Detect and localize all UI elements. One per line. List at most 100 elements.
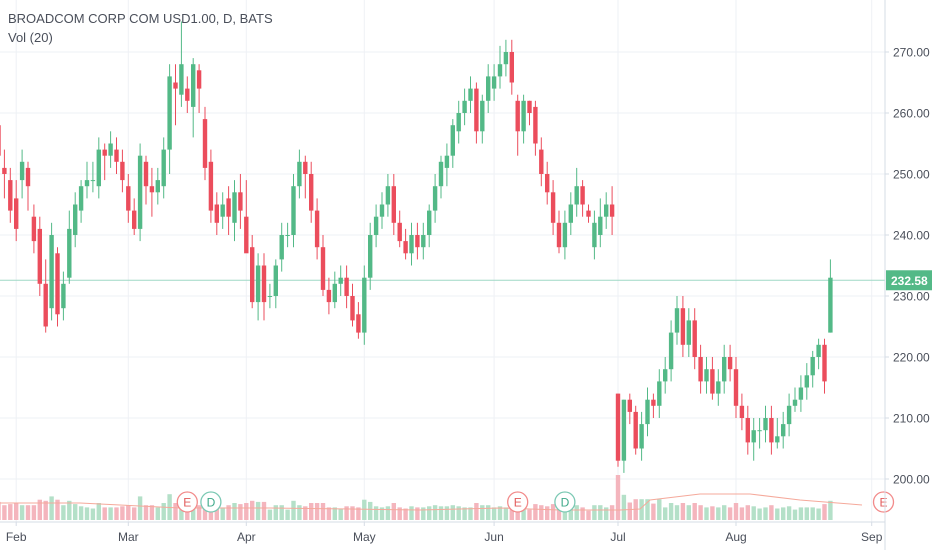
candle[interactable] [161,137,166,199]
candle[interactable] [61,271,66,321]
candle[interactable] [651,393,656,418]
candle[interactable] [716,369,721,406]
candle[interactable] [497,45,503,89]
candle[interactable] [450,119,455,168]
candle[interactable] [37,216,42,296]
candle[interactable] [291,174,296,248]
candle[interactable] [344,265,349,309]
candle[interactable] [167,64,172,174]
candle[interactable] [633,405,638,455]
candle[interactable] [763,405,768,443]
candle[interactable] [78,180,84,223]
candle[interactable] [427,204,432,248]
candle[interactable] [326,277,332,315]
candle[interactable] [627,393,632,425]
candle[interactable] [521,94,526,144]
candle[interactable] [527,100,532,126]
candle[interactable] [545,161,550,205]
candle[interactable] [692,308,697,370]
candle[interactable] [421,222,426,260]
candle[interactable] [586,204,591,223]
candle[interactable] [604,192,609,229]
candle[interactable] [309,161,314,223]
candle[interactable] [639,411,644,461]
candle[interactable] [775,418,780,449]
dividend-marker[interactable]: D [200,491,222,513]
candle[interactable] [568,192,573,235]
candle[interactable] [208,149,214,223]
candle[interactable] [798,375,804,412]
candle[interactable] [250,235,255,309]
candle[interactable] [739,393,745,431]
candle[interactable] [179,21,184,107]
candle[interactable] [297,149,302,199]
candle[interactable] [781,411,786,449]
candle[interactable] [391,174,396,235]
candle[interactable] [663,357,668,394]
candle[interactable] [710,357,715,400]
candle[interactable] [368,222,373,290]
candle[interactable] [810,350,815,388]
candle[interactable] [556,210,562,254]
candle[interactable] [486,64,491,113]
candle[interactable] [362,265,367,345]
candle[interactable] [592,210,597,260]
candle[interactable] [727,344,733,382]
candle[interactable] [155,167,160,205]
candle[interactable] [67,210,72,284]
candle[interactable] [303,155,308,199]
candle[interactable] [722,344,727,394]
candle[interactable] [745,405,750,455]
candle[interactable] [621,399,627,473]
candle[interactable] [562,210,568,260]
candle[interactable] [674,296,680,345]
candle[interactable] [120,149,125,193]
candle[interactable] [279,222,284,272]
candle[interactable] [828,259,833,333]
candle[interactable] [137,143,143,242]
candle[interactable] [503,39,509,77]
candle[interactable] [686,308,691,357]
candle[interactable] [220,192,225,229]
candle[interactable] [114,137,119,174]
candle[interactable] [108,131,113,168]
candle[interactable] [25,161,31,211]
candle[interactable] [698,344,703,394]
candle[interactable] [385,174,391,217]
candle[interactable] [609,186,615,235]
candle[interactable] [491,64,497,101]
earnings-marker[interactable]: E [507,491,529,513]
candle[interactable] [196,64,202,113]
candle[interactable] [769,405,774,455]
candle[interactable] [8,167,13,223]
candle[interactable] [96,137,101,199]
candle[interactable] [645,387,650,437]
candle[interactable] [19,149,25,199]
candle[interactable] [379,192,385,229]
candle[interactable] [751,418,756,461]
candle[interactable] [792,387,798,412]
earnings-marker[interactable]: E [872,491,895,513]
candle[interactable] [285,222,290,248]
candle[interactable] [657,369,662,418]
candle[interactable] [320,235,326,296]
candle[interactable] [185,76,190,113]
candle[interactable] [55,247,60,327]
candle[interactable] [14,180,19,242]
candle[interactable] [226,186,231,235]
candle[interactable] [474,82,479,144]
candle[interactable] [214,192,219,235]
dividend-marker[interactable]: D [554,491,576,513]
candle[interactable] [456,100,461,144]
candle[interactable] [550,180,556,235]
candle[interactable] [273,259,278,309]
candle[interactable] [397,210,402,248]
candle[interactable] [786,393,792,437]
candle[interactable] [202,106,208,181]
candle[interactable] [2,149,7,199]
candle[interactable] [43,259,48,333]
candle[interactable] [822,338,827,394]
candle[interactable] [255,253,261,321]
candle[interactable] [480,94,485,144]
candle[interactable] [356,302,361,339]
